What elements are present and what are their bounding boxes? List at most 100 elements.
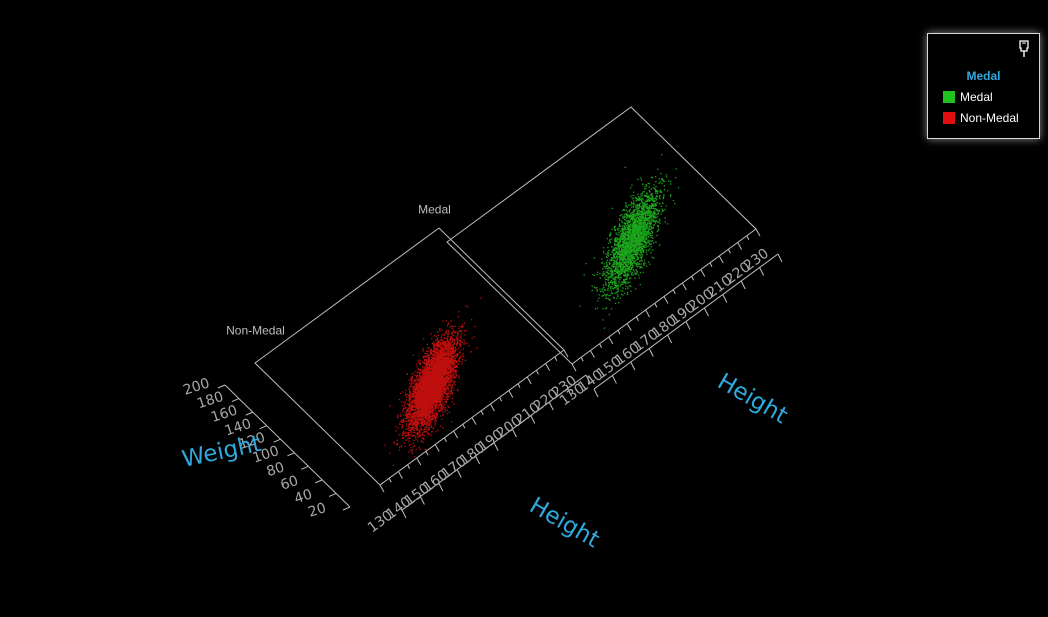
panel-label-non-medal: Non-Medal [226,324,285,338]
height-axis-tick-non-medal-10 [585,374,591,384]
legend-item-medal[interactable]: Medal [943,89,993,105]
weight-axis-tick-0 [342,506,351,511]
height-tick-medal-0 [571,363,577,372]
height-tick-non-medal-10 [563,349,569,358]
weight-tick-label-9: 200 [181,375,211,398]
height-minor-tick-medal-0 [580,357,584,362]
height-minor-tick-medal-3 [635,316,639,321]
height-axis-tick-medal-9 [759,267,765,276]
height-axis-tick-medal-4 [667,334,673,344]
legend-item-non-medal[interactable]: Non-Medal [943,110,1019,126]
height-axis-tick-medal-10 [777,253,783,263]
height-tick-non-medal-6 [489,403,495,412]
height-axis-tick-medal-1 [611,375,617,384]
height-axis-tick-medal-2 [630,361,636,371]
legend-title: Medal [966,69,1001,83]
height-axis-tick-medal-0 [593,388,599,398]
height-tick-medal-5 [663,296,669,304]
series-points-medal [579,154,680,329]
height-axis-tick-non-medal-8 [548,401,554,411]
height-tick-non-medal-0 [379,484,385,493]
height-axis-tick-medal-6 [703,307,709,317]
height-minor-tick-non-medal-8 [535,370,539,375]
height-tick-medal-1 [589,350,595,358]
legend-label-non-medal: Non-Medal [960,111,1019,125]
panel-medal: Medal [418,106,761,372]
height-tick-non-medal-4 [453,430,459,439]
height-minor-tick-non-medal-2 [425,451,429,456]
height-minor-tick-medal-9 [746,235,750,240]
panel-label-medal: Medal [418,203,451,217]
series-points-non-medal [384,297,482,466]
height-tick-medal-7 [700,269,706,277]
weight-axis-tick-1 [328,492,337,497]
weight-tick-label-5: 120 [237,430,267,453]
weight-axis-line [224,384,351,508]
height-tick-non-medal-7 [508,390,514,398]
height-tick-medal-4 [645,309,651,318]
height-axis-tick-medal-3 [648,348,654,357]
height-axis-tick-non-medal-7 [530,415,536,424]
weight-tick-label-0: 20 [306,500,328,521]
weight-tick-label-8: 180 [195,389,225,412]
height-tick-non-medal-2 [416,457,422,466]
height-minor-tick-non-medal-1 [407,464,411,469]
height-minor-tick-non-medal-5 [480,410,484,415]
height-minor-tick-medal-7 [709,262,713,267]
weight-axis-tick-4 [287,452,295,457]
height-axis-title-non-medal: Height [525,493,604,554]
height-minor-tick-non-medal-3 [443,437,447,442]
height-axis-tick-non-medal-4 [475,455,481,465]
legend-panel: Medal Medal Non-Medal [927,33,1040,139]
height-minor-tick-non-medal-6 [499,397,503,402]
weight-axis-tick-6 [259,425,267,430]
height-minor-tick-non-medal-9 [554,356,558,361]
weight-tick-label-7: 160 [209,402,239,425]
height-tick-medal-2 [608,336,614,345]
height-axis-tick-non-medal-3 [456,469,462,478]
height-minor-tick-medal-2 [617,330,621,335]
height-minor-tick-non-medal-7 [517,383,521,388]
height-minor-tick-medal-5 [672,289,676,294]
weight-axis-tick-9 [217,384,226,389]
height-axis-tick-medal-5 [685,321,691,330]
weight-tick-label-6: 140 [223,416,253,439]
pin-icon[interactable] [1017,40,1031,58]
height-axis-tick-medal-7 [722,294,728,303]
weight-tick-label-3: 80 [265,459,287,480]
legend-label-medal: Medal [960,90,993,104]
panel-frame-medal [446,106,757,365]
height-minor-tick-non-medal-4 [462,424,466,429]
height-tick-medal-3 [626,323,632,331]
height-axis-tick-non-medal-2 [438,482,444,492]
height-minor-tick-medal-4 [654,303,658,308]
height-tick-non-medal-3 [434,444,440,452]
height-axis-tick-medal-8 [740,280,746,290]
weight-axis-tick-3 [301,465,309,470]
weight-tick-label-4: 100 [251,443,281,466]
height-tick-medal-10 [755,228,761,237]
weight-axis-tick-5 [273,438,281,443]
weight-axis-tick-7 [245,411,253,416]
scatter-points-non-medal [384,297,482,466]
height-tick-medal-6 [681,282,687,291]
weight-tick-label-2: 60 [279,473,301,494]
panel-frame-non-medal [254,227,565,486]
weight-axis-tick-2 [315,479,323,484]
height-axis-tick-non-medal-9 [567,388,573,397]
height-tick-non-medal-1 [397,471,403,479]
weight-axis-tick-8 [231,398,240,403]
height-axis-tick-non-medal-0 [401,509,407,519]
height-tick-non-medal-8 [526,376,532,385]
height-minor-tick-medal-6 [691,276,695,281]
height-tick-medal-8 [718,255,724,264]
height-axis-tick-non-medal-6 [511,428,517,438]
height-axis-tick-non-medal-1 [419,496,425,505]
height-minor-tick-medal-8 [727,249,731,254]
legend-swatch-non-medal [943,112,955,124]
height-tick-medal-9 [737,242,743,250]
weight-axis-title: Weight [180,431,264,473]
panel-non-medal: Non-Medal [226,227,569,493]
height-axis-tick-non-medal-5 [493,442,499,451]
